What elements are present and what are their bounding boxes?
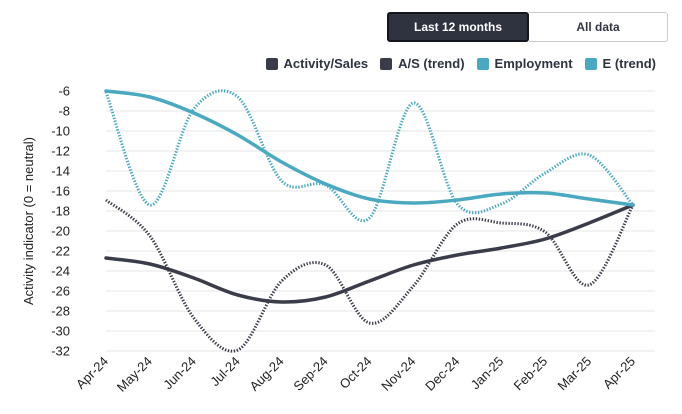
- y-tick-label: -8: [58, 104, 70, 119]
- y-tick-label: -22: [51, 244, 70, 259]
- x-tick-label: Mar-25: [554, 354, 594, 394]
- legend-item-activity-sales[interactable]: Activity/Sales: [265, 56, 369, 71]
- y-tick-label: -12: [51, 144, 70, 159]
- legend-swatch-activity-sales: [265, 57, 278, 70]
- legend-label-as-trend: A/S (trend): [398, 56, 465, 71]
- y-axis-ticks: -6 -8 -10 -12 -14 -16 -18 -20 -22 -24 -26 -28 -30 -32: [51, 84, 70, 359]
- x-tick-label: Nov-24: [378, 354, 418, 394]
- y-tick-label: -30: [51, 324, 70, 339]
- x-tick-label: Dec-24: [422, 354, 462, 394]
- series-line-a-s-trend: [104, 203, 635, 304]
- y-tick-label: -14: [51, 164, 70, 179]
- y-tick-label: -18: [51, 204, 70, 219]
- y-axis-title: Activity indicator (0 = neutral): [21, 137, 36, 305]
- legend-swatch-employment: [476, 57, 489, 70]
- x-tick-label: Jan-25: [468, 354, 507, 393]
- time-range-toggle: Last 12 months All data: [387, 12, 668, 42]
- y-tick-label: -26: [51, 284, 70, 299]
- x-tick-label: Jun-24: [160, 354, 199, 393]
- x-tick-label: Apr-24: [73, 354, 111, 392]
- legend-item-e-trend[interactable]: E (trend): [584, 56, 656, 71]
- legend-item-employment[interactable]: Employment: [476, 56, 573, 71]
- x-tick-label: May-24: [114, 354, 155, 395]
- x-axis-ticks: Apr-24 May-24 Jun-24 Jul-24 Aug-24 Sep-24 Oct-…: [73, 354, 638, 395]
- y-tick-label: -20: [51, 224, 70, 239]
- x-tick-label: Jul-24: [207, 354, 243, 390]
- x-tick-label: Feb-25: [511, 354, 551, 394]
- last-12-months-button[interactable]: Last 12 months: [387, 12, 529, 42]
- legend-item-as-trend[interactable]: A/S (trend): [380, 56, 465, 71]
- series-line-e-trend: [104, 89, 635, 207]
- y-tick-label: -16: [51, 184, 70, 199]
- y-tick-label: -6: [58, 84, 70, 99]
- series-line-activity-sales: [105, 198, 635, 353]
- x-tick-label: Apr-25: [600, 354, 638, 392]
- y-tick-label: -10: [51, 124, 70, 139]
- legend-label-activity-sales: Activity/Sales: [283, 56, 369, 71]
- legend-label-e-trend: E (trend): [602, 56, 656, 71]
- all-data-button[interactable]: All data: [529, 12, 668, 42]
- y-tick-label: -32: [51, 344, 70, 359]
- series-line-employment: [104, 89, 635, 223]
- x-tick-label: Oct-24: [336, 354, 374, 392]
- y-tick-label: -28: [51, 304, 70, 319]
- legend-swatch-as-trend: [380, 57, 393, 70]
- x-tick-label: Sep-24: [290, 354, 330, 394]
- legend-label-employment: Employment: [494, 56, 573, 71]
- series-lines: [104, 89, 635, 353]
- y-tick-label: -24: [51, 264, 70, 279]
- chart-legend: Activity/Sales A/S (trend) Employment E …: [265, 56, 656, 71]
- x-tick-label: Aug-24: [247, 354, 287, 394]
- legend-swatch-e-trend: [584, 57, 597, 70]
